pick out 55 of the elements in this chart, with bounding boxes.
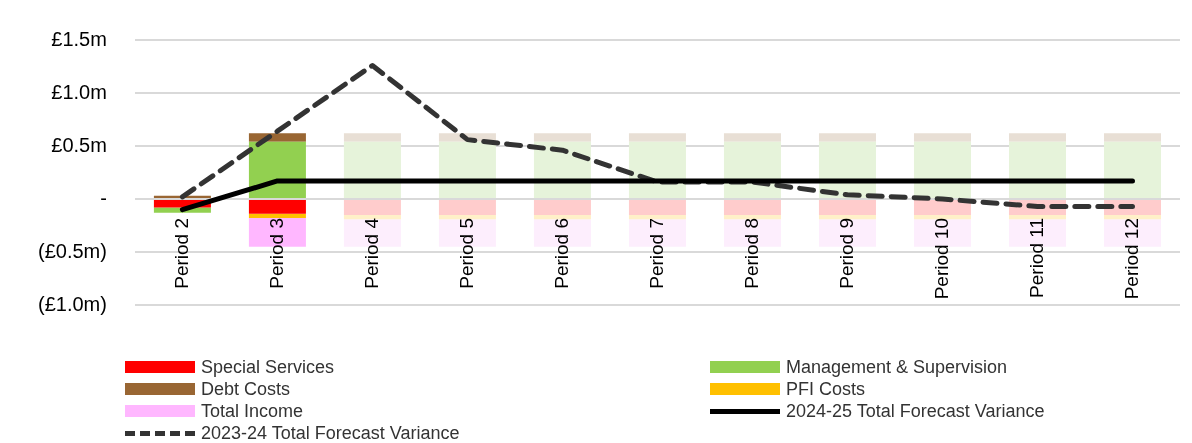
bar xyxy=(818,214,876,220)
bar xyxy=(913,214,971,220)
bar xyxy=(1103,219,1161,247)
y-tick-label: £1.0m xyxy=(51,80,107,103)
bar xyxy=(438,214,496,220)
x-tick-label: Period 9 xyxy=(835,218,857,289)
legend-label: Debt Costs xyxy=(201,378,291,400)
x-tick-label: Period 7 xyxy=(645,218,667,289)
bar xyxy=(628,133,686,142)
legend-label: Total Income xyxy=(201,400,304,422)
legend-label: 2024-25 Total Forecast Variance xyxy=(786,400,1045,422)
bar xyxy=(628,200,686,215)
bar xyxy=(248,200,306,214)
bar xyxy=(723,133,781,142)
y-tick-label: - xyxy=(100,186,107,209)
legend-label: PFI Costs xyxy=(786,378,866,400)
bar xyxy=(533,214,591,220)
x-tick-label: Period 5 xyxy=(455,218,477,289)
y-tick-label: (£0.5m) xyxy=(38,239,107,262)
bar xyxy=(1008,133,1066,142)
bar xyxy=(913,133,971,142)
bar xyxy=(628,214,686,220)
bar xyxy=(913,219,971,247)
x-tick-label: Period 6 xyxy=(550,218,572,289)
bar xyxy=(818,133,876,142)
legend-label: Special Services xyxy=(201,356,335,378)
bar xyxy=(1103,214,1161,220)
x-tick-label: Period 8 xyxy=(740,218,762,289)
bar xyxy=(1008,141,1066,198)
legend-label: 2023-24 Total Forecast Variance xyxy=(201,422,460,443)
bar xyxy=(723,200,781,215)
y-tick-label: £1.5m xyxy=(51,27,107,50)
bar xyxy=(343,200,401,215)
bar xyxy=(818,200,876,215)
bar xyxy=(438,200,496,215)
legend-label: Management & Supervision xyxy=(786,356,1008,378)
x-tick-label: Period 3 xyxy=(265,218,287,289)
bar xyxy=(1103,133,1161,142)
x-tick-label: Period 2 xyxy=(170,218,192,289)
y-tick-label: £0.5m xyxy=(51,133,107,156)
x-tick-label: Period 11 xyxy=(1025,218,1047,298)
bar xyxy=(1008,214,1066,220)
x-tick-label: Period 12 xyxy=(1120,218,1142,300)
bar xyxy=(533,133,591,142)
bar xyxy=(248,213,306,219)
x-tick-label: Period 10 xyxy=(930,218,952,300)
y-tick-label: (£1.0m) xyxy=(38,292,107,315)
bar xyxy=(913,200,971,215)
bar xyxy=(343,133,401,142)
bar xyxy=(343,141,401,198)
x-tick-label: Period 4 xyxy=(360,217,382,289)
bar xyxy=(533,200,591,215)
bar xyxy=(723,214,781,220)
bar xyxy=(343,214,401,220)
bar xyxy=(1103,141,1161,198)
